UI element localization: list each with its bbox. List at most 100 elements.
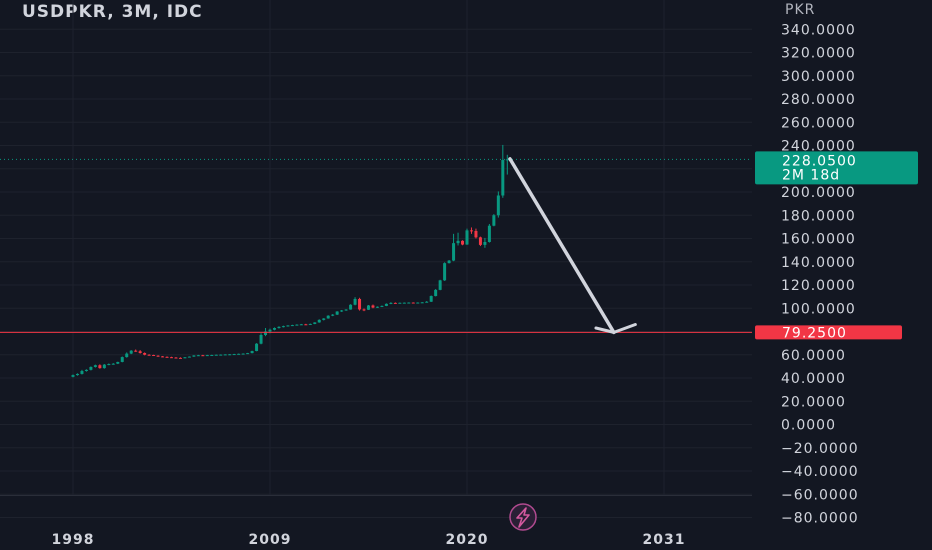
candle: [505, 154, 509, 175]
candle: [358, 297, 362, 311]
candle: [478, 236, 482, 247]
candle: [138, 350, 142, 354]
candle: [93, 364, 97, 368]
price-tick-label: 100.0000: [781, 301, 856, 317]
candle: [152, 354, 156, 356]
candle: [420, 302, 424, 304]
candle: [340, 309, 344, 312]
candle: [219, 354, 223, 356]
price-tick-label: 280.0000: [781, 92, 856, 108]
candle: [250, 350, 254, 354]
candle: [487, 223, 491, 243]
candle: [362, 308, 366, 312]
candle: [322, 318, 326, 321]
candle: [129, 350, 133, 355]
candle: [143, 352, 147, 356]
price-tick-label: −60.0000: [781, 487, 859, 503]
candle: [492, 214, 496, 227]
candle: [259, 333, 263, 345]
candle: [402, 302, 406, 304]
candle: [429, 295, 433, 302]
candle: [237, 353, 241, 355]
candle: [214, 354, 218, 356]
candle: [210, 354, 214, 356]
candle: [192, 355, 196, 357]
price-tick-label: 20.0000: [781, 394, 846, 410]
price-tick-label: 140.0000: [781, 255, 856, 271]
price-tick-label: 180.0000: [781, 208, 856, 224]
candle: [161, 356, 165, 358]
price-axis[interactable]: 340.0000 320.0000 300.0000 280.0000 260.0000…: [781, 22, 859, 526]
candle: [183, 357, 187, 359]
candle: [187, 356, 191, 358]
candle: [165, 356, 169, 358]
candle: [170, 356, 173, 359]
candle: [201, 354, 205, 357]
candle: [496, 191, 500, 218]
candle: [102, 364, 106, 369]
candle: [353, 297, 357, 306]
price-tick-label: 300.0000: [781, 69, 856, 85]
candle: [483, 237, 487, 248]
price-tick-label: 340.0000: [781, 22, 856, 38]
candle: [407, 302, 411, 304]
candle: [443, 262, 447, 281]
candle: [147, 354, 151, 356]
candle: [461, 240, 465, 246]
candle: [371, 304, 375, 309]
candle: [196, 354, 200, 357]
candle: [241, 353, 245, 355]
candle: [465, 228, 469, 245]
candle: [389, 302, 393, 305]
support-price-badge: 79.2500: [755, 325, 902, 341]
price-tick-label: 60.0000: [781, 348, 846, 364]
arrow-head-wing[interactable]: [594, 326, 616, 334]
candle: [349, 304, 353, 310]
candle: [452, 233, 456, 262]
candle: [313, 322, 317, 325]
candle: [416, 302, 420, 304]
candle: [89, 366, 93, 371]
candle: [393, 302, 397, 304]
arrow-shaft[interactable]: [508, 157, 616, 335]
candle: [344, 309, 348, 311]
candle: [281, 325, 285, 328]
candle: [411, 302, 415, 304]
time-axis[interactable]: 1998 2009 2020 2031: [52, 532, 686, 548]
candle: [438, 279, 442, 291]
candle: [272, 327, 276, 331]
bolt-logo-icon[interactable]: [509, 503, 537, 531]
candle: [111, 363, 115, 365]
last-price-value: 228.0500: [782, 153, 857, 169]
candle: [107, 363, 111, 366]
candle: [434, 289, 438, 297]
candle: [456, 232, 460, 246]
projection-arrow[interactable]: [508, 157, 637, 335]
candle: [326, 315, 330, 319]
candle: [120, 356, 124, 363]
candles: [71, 144, 509, 378]
candle: [134, 349, 138, 352]
candle: [246, 352, 250, 355]
candle: [71, 374, 75, 378]
price-tick-label: 200.0000: [781, 185, 856, 201]
candle: [331, 314, 335, 317]
price-tick-label: 320.0000: [781, 46, 856, 62]
candle: [335, 311, 339, 315]
price-tick-label: 240.0000: [781, 139, 856, 155]
time-tick-label: 2031: [643, 532, 686, 548]
candle: [317, 319, 321, 323]
candle: [299, 323, 303, 326]
candle: [384, 303, 388, 307]
candle: [375, 306, 379, 309]
arrow-head-wing[interactable]: [612, 323, 637, 334]
candle: [286, 325, 290, 327]
price-tick-label: −20.0000: [781, 441, 859, 457]
price-lines: [0, 158, 752, 333]
time-tick-label: 1998: [52, 532, 95, 548]
candle: [80, 369, 84, 375]
candle: [295, 324, 299, 326]
